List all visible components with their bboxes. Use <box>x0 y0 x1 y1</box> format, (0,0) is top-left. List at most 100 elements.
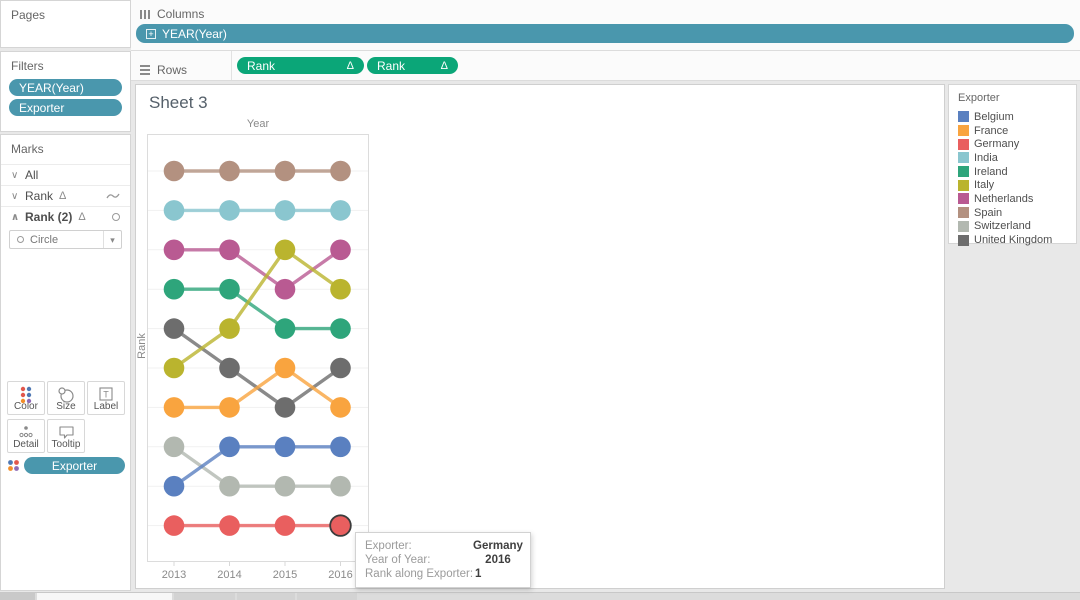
tooltip-value: Germany <box>473 540 523 552</box>
tooltip-button[interactable]: Tooltip <box>47 419 85 453</box>
filter-pill-year-year-[interactable]: YEAR(Year) <box>9 79 122 96</box>
mark-germany-2016[interactable] <box>329 514 352 537</box>
marks-exporter-pill[interactable]: Exporter <box>24 457 125 474</box>
mark-switzerland-2015[interactable] <box>274 475 296 497</box>
mark-belgium-2013[interactable] <box>163 475 185 497</box>
marks-card: Marks ∨ All ∨ Rank Δ ∧ Rank (2) Δ Circle… <box>0 134 131 591</box>
legend-label: Switzerland <box>974 220 1031 233</box>
mark-germany-2013[interactable] <box>163 515 185 536</box>
tooltip-value: 2016 <box>485 554 511 566</box>
legend-item-france[interactable]: France <box>949 124 1076 138</box>
mark-italy-2013[interactable] <box>163 357 185 379</box>
rows-pill-rank-1[interactable]: Rank Δ <box>237 57 364 74</box>
legend-item-switzerland[interactable]: Switzerland <box>949 220 1076 234</box>
mark-france-2016[interactable] <box>330 397 351 418</box>
line-mark-icon <box>106 189 120 203</box>
bottom-tab-bar <box>0 592 1080 600</box>
marks-row-rank[interactable]: ∨ Rank Δ <box>1 185 130 206</box>
mark-united-kingdom-2013[interactable] <box>163 318 185 339</box>
color-button[interactable]: Color <box>7 381 45 415</box>
mark-spain-2014[interactable] <box>219 160 240 182</box>
legend-label: Netherlands <box>974 192 1034 205</box>
filters-shelf[interactable]: Filters YEAR(Year) Exporter <box>0 51 131 132</box>
sheet-tab[interactable] <box>237 593 295 600</box>
legend-label: Ireland <box>974 165 1008 178</box>
legend-item-spain[interactable]: Spain <box>949 206 1076 220</box>
marks-row-all[interactable]: ∨ All <box>1 164 130 185</box>
tooltip-label: Year of Year: <box>365 554 431 566</box>
rows-shelf[interactable]: Rows Rank Δ Rank Δ <box>131 51 1080 81</box>
marks-row-label: Rank (2) <box>25 210 73 224</box>
mark-united-kingdom-2016[interactable] <box>330 357 351 379</box>
legend-item-india[interactable]: India <box>949 151 1076 165</box>
mark-tooltip: Exporter: Germany Year of Year: 2016 Ran… <box>355 532 531 588</box>
filter-pill-exporter[interactable]: Exporter <box>9 99 122 116</box>
mark-spain-2015[interactable] <box>274 160 296 182</box>
marks-row-rank2[interactable]: ∧ Rank (2) Δ <box>1 206 130 227</box>
legend-swatch <box>958 234 969 246</box>
mark-india-2014[interactable] <box>219 200 240 221</box>
detail-button[interactable]: Detail <box>7 419 45 453</box>
mark-switzerland-2016[interactable] <box>330 475 351 497</box>
mark-switzerland-2014[interactable] <box>219 475 240 497</box>
dropdown-arrow-icon: ▾ <box>103 231 121 248</box>
mark-france-2015[interactable] <box>274 357 296 379</box>
legend-swatch <box>958 138 969 150</box>
mark-ireland-2015[interactable] <box>274 318 296 339</box>
legend-item-netherlands[interactable]: Netherlands <box>949 192 1076 206</box>
sheet-tab[interactable] <box>297 593 357 600</box>
mark-india-2015[interactable] <box>274 200 296 221</box>
pages-shelf[interactable]: Pages <box>0 0 131 48</box>
mark-spain-2013[interactable] <box>163 160 185 182</box>
mark-ireland-2014[interactable] <box>219 278 240 300</box>
mark-germany-2014[interactable] <box>219 515 240 536</box>
mark-spain-2016[interactable] <box>330 160 351 182</box>
size-icon <box>58 387 74 403</box>
legend-swatch <box>958 207 969 219</box>
mark-type-dropdown[interactable]: Circle ▾ <box>9 230 122 249</box>
legend-item-italy[interactable]: Italy <box>949 178 1076 192</box>
legend-item-germany[interactable]: Germany <box>949 137 1076 151</box>
mark-belgium-2014[interactable] <box>219 436 240 458</box>
mark-france-2013[interactable] <box>163 397 185 418</box>
mark-italy-2016[interactable] <box>330 278 351 300</box>
x-tick-label: 2013 <box>162 569 186 581</box>
columns-pill-year[interactable]: + YEAR(Year) <box>136 24 1074 43</box>
mark-ireland-2016[interactable] <box>330 318 351 339</box>
mark-netherlands-2015[interactable] <box>274 278 296 300</box>
label-button[interactable]: T Label <box>87 381 125 415</box>
tab-strip-button[interactable] <box>0 593 35 600</box>
detail-button-label: Detail <box>13 439 39 450</box>
columns-shelf[interactable]: Columns + YEAR(Year) <box>131 0 1080 51</box>
legend-item-belgium[interactable]: Belgium <box>949 110 1076 124</box>
rows-pill-rank-2[interactable]: Rank Δ <box>367 57 458 74</box>
sheet-tab-active[interactable] <box>37 593 172 600</box>
mark-netherlands-2016[interactable] <box>330 239 351 261</box>
plot-pane-border <box>147 134 369 562</box>
sheet-tab[interactable] <box>174 593 235 600</box>
legend-item-ireland[interactable]: Ireland <box>949 165 1076 179</box>
mark-belgium-2016[interactable] <box>330 436 351 458</box>
mark-united-kingdom-2014[interactable] <box>219 357 240 379</box>
mark-switzerland-2013[interactable] <box>163 436 185 458</box>
legend-card: Exporter Belgium France Germany India Irelan… <box>948 84 1077 247</box>
detail-icon <box>19 426 33 438</box>
sheet-title: Sheet 3 <box>149 93 208 112</box>
mark-italy-2014[interactable] <box>219 318 240 339</box>
legend-item-united-kingdom[interactable]: United Kingdom <box>949 233 1076 247</box>
mark-united-kingdom-2015[interactable] <box>274 397 296 418</box>
pill-label: Exporter <box>51 458 98 473</box>
mark-india-2016[interactable] <box>330 200 351 221</box>
legend-swatch <box>958 179 969 191</box>
tooltip-icon <box>58 426 74 439</box>
mark-india-2013[interactable] <box>163 200 185 221</box>
mark-ireland-2013[interactable] <box>163 278 185 300</box>
mark-italy-2015[interactable] <box>274 239 296 261</box>
mark-netherlands-2013[interactable] <box>163 239 185 261</box>
mark-netherlands-2014[interactable] <box>219 239 240 261</box>
mark-france-2014[interactable] <box>219 397 240 418</box>
legend-swatch <box>958 193 969 205</box>
mark-germany-2015[interactable] <box>274 515 296 536</box>
mark-belgium-2015[interactable] <box>274 436 296 458</box>
size-button[interactable]: Size <box>47 381 85 415</box>
